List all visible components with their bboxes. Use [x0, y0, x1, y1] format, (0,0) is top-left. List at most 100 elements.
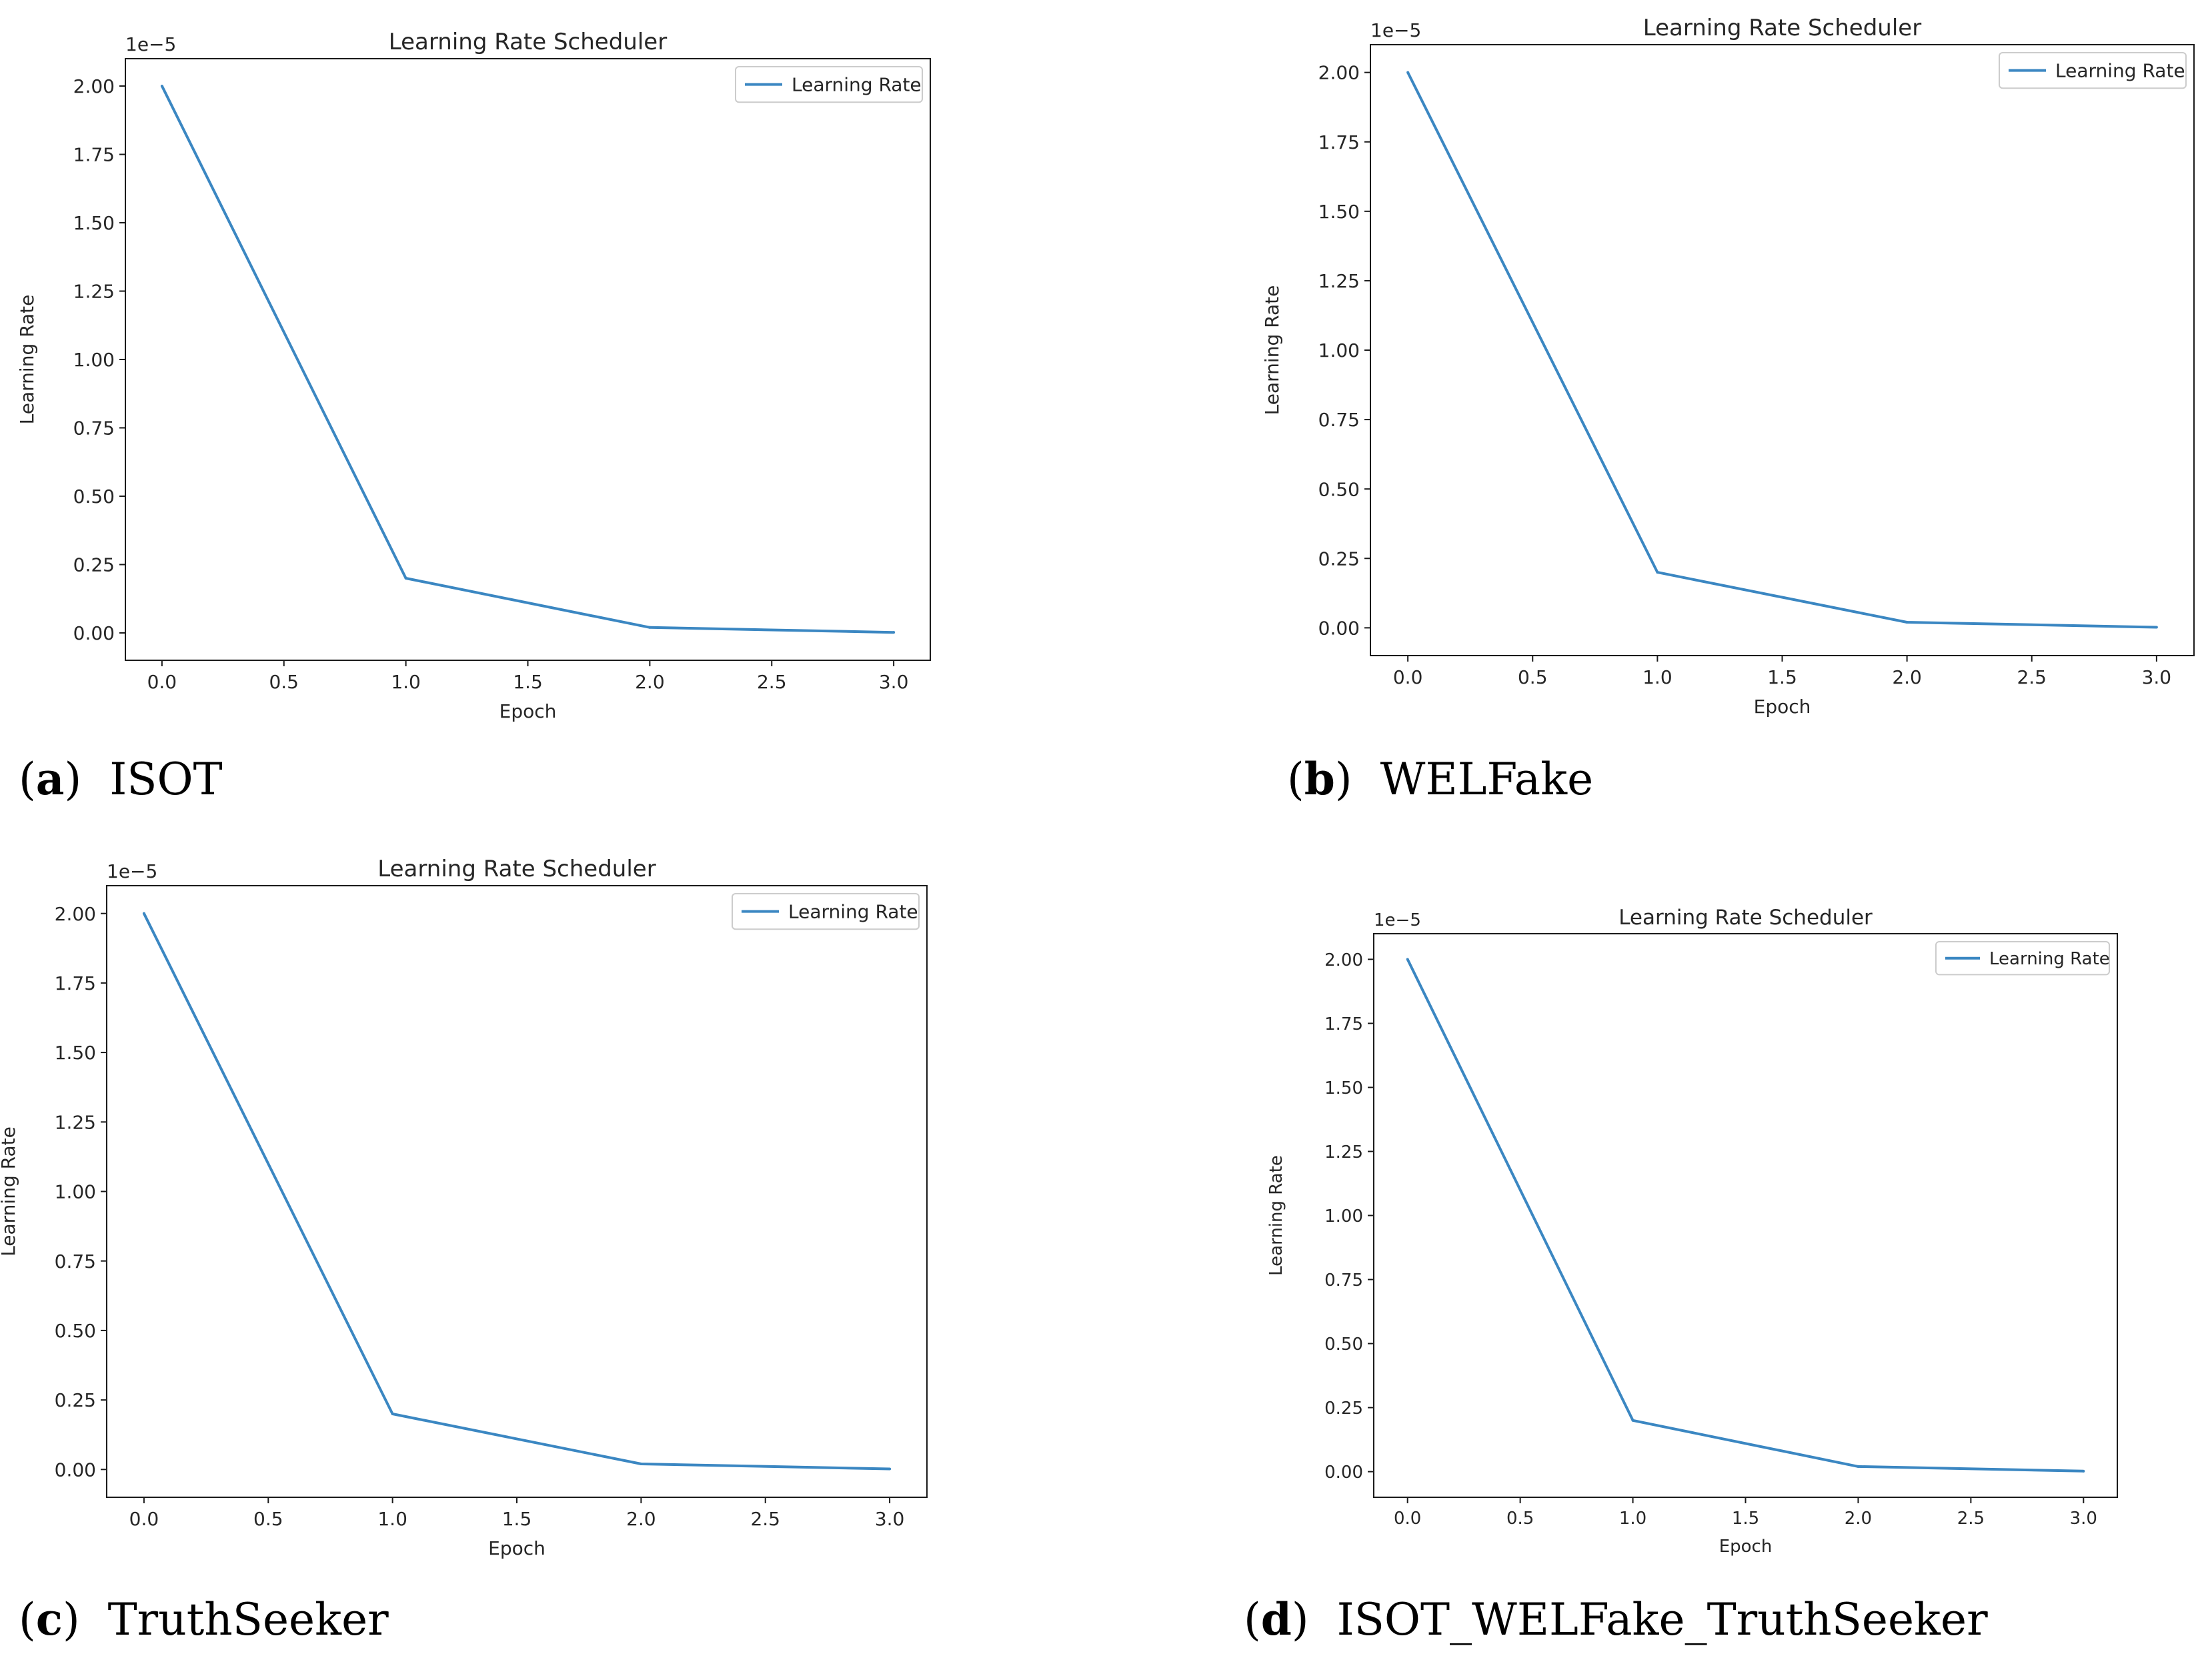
x-tick-label: 2.0: [1892, 666, 1922, 688]
caption-letter: b: [1304, 753, 1335, 805]
x-tick-label: 2.0: [1845, 1509, 1872, 1529]
y-tick-label: 2.00: [73, 75, 115, 97]
chart-title: Learning Rate Scheduler: [377, 856, 656, 882]
y-tick-label: 0.25: [1324, 1399, 1363, 1419]
x-tick-label: 0.0: [1393, 666, 1423, 688]
learning-rate-series-line: [1406, 71, 2157, 629]
x-tick-label: 1.0: [377, 1508, 407, 1530]
caption-letter: d: [1260, 1593, 1292, 1645]
chart-panel-welfake: 0.0 0.5 1.0 1.5 2.0 2.5 3.0 0.00 0.25 0.50 0.75 1.0…: [1234, 0, 2212, 734]
line-chart-combined: 0.0 0.5 1.0 1.5 2.0 2.5 3.0 0.00 0.25 0.50 0.75 1.0…: [1266, 906, 2118, 1557]
data-point: [888, 1467, 892, 1471]
data-point: [404, 577, 407, 580]
caption-letter: c: [35, 1593, 63, 1645]
y-tick-label: 1.50: [1324, 1078, 1363, 1098]
line-chart-welfake: 0.0 0.5 1.0 1.5 2.0 2.5 3.0 0.00 0.25 0.50 0.75 1.0…: [1261, 15, 2195, 718]
x-axis-label: Epoch: [499, 700, 557, 722]
data-point: [1406, 958, 1409, 961]
y-tick-label: 2.00: [1324, 950, 1363, 970]
legend-box: [732, 893, 920, 930]
chart-title: Learning Rate Scheduler: [1618, 906, 1873, 930]
plot-frame: [125, 58, 931, 661]
y-tick-label: 2.00: [1318, 62, 1360, 84]
x-tick-label: 1.5: [1732, 1509, 1759, 1529]
y-tick-label: 1.25: [73, 281, 115, 303]
y-tick-label: 0.75: [1324, 1271, 1363, 1291]
y-tick-label: 2.00: [55, 903, 96, 925]
chart-title: Learning Rate Scheduler: [389, 29, 667, 55]
x-axis-label: Epoch: [1754, 696, 1811, 718]
y-tick-label: 0.25: [55, 1389, 96, 1411]
y-offset-label: 1e−5: [1370, 19, 1421, 41]
y-tick-label: 0.75: [55, 1251, 96, 1273]
x-tick-label: 2.0: [626, 1508, 656, 1530]
y-tick-label: 1.75: [1324, 1014, 1363, 1034]
y-tick-label: 1.00: [73, 349, 115, 371]
caption-letter: a: [35, 753, 65, 805]
y-tick-label: 1.00: [55, 1181, 96, 1203]
chart-panel-combined: 0.0 0.5 1.0 1.5 2.0 2.5 3.0 0.00 0.25 0.50 0.75 1.0…: [1234, 894, 2212, 1581]
x-tick-label: 2.0: [635, 671, 665, 693]
legend-label: Learning Rate: [788, 901, 918, 923]
y-tick-label: 1.25: [1318, 270, 1360, 292]
y-tick-label: 1.50: [55, 1042, 96, 1064]
line-chart-isot: 0.0 0.5 1.0 1.5 2.0 2.5 3.0 0.00 0.25 0.50 0.75 1.0…: [16, 29, 931, 722]
y-tick-label: 0.75: [1318, 409, 1360, 431]
y-tick-label: 0.00: [1324, 1463, 1363, 1483]
y-tick-label: 0.00: [1318, 617, 1360, 639]
y-axis-label: Learning Rate: [1261, 285, 1283, 415]
learning-rate-series-line: [143, 912, 890, 1471]
plot-frame: [106, 885, 928, 1498]
learning-rate-series-line: [1406, 958, 2084, 1473]
caption-label: ISOT: [109, 754, 223, 805]
caption-welfake: (b) WELFake: [1287, 753, 1594, 805]
line-chart-truthseeker: 0.0 0.5 1.0 1.5 2.0 2.5 3.0 0.00 0.25 0.50 0.75 1.0…: [0, 856, 928, 1559]
x-tick-label: 0.5: [1518, 666, 1548, 688]
data-point: [892, 631, 896, 634]
data-point: [640, 1462, 643, 1465]
chart-panel-isot: 0.0 0.5 1.0 1.5 2.0 2.5 3.0 0.00 0.25 0.50 0.75 1.0…: [0, 0, 1000, 734]
y-tick-label: 1.50: [1318, 201, 1360, 223]
data-point: [648, 626, 652, 629]
x-tick-label: 3.0: [879, 671, 909, 693]
x-tick-label: 2.5: [2017, 666, 2047, 688]
x-axis-label: Epoch: [1719, 1537, 1773, 1557]
y-tick-label: 0.50: [55, 1320, 96, 1342]
y-tick-label: 1.50: [73, 212, 115, 234]
data-point: [1857, 1465, 1860, 1468]
y-tick-label: 1.75: [55, 972, 96, 994]
legend-box: [1999, 52, 2187, 89]
data-point: [1631, 1419, 1634, 1422]
legend-box: [735, 66, 923, 103]
x-tick-label: 2.5: [750, 1508, 780, 1530]
y-tick-label: 1.25: [1324, 1142, 1363, 1162]
legend-label: Learning Rate: [792, 74, 922, 96]
x-tick-label: 0.5: [269, 671, 299, 693]
y-tick-label: 1.25: [55, 1111, 96, 1133]
y-tick-label: 0.50: [73, 486, 115, 508]
y-tick-label: 1.00: [1318, 339, 1360, 361]
x-tick-label: 3.0: [2142, 666, 2172, 688]
caption-label: TruthSeeker: [107, 1594, 389, 1645]
y-offset-label: 1e−5: [107, 860, 157, 882]
caption-truthseeker: (c) TruthSeeker: [19, 1593, 389, 1645]
y-tick-label: 0.00: [73, 622, 115, 644]
data-point: [1905, 621, 1909, 624]
y-tick-label: 0.25: [1318, 548, 1360, 570]
data-point: [1656, 571, 1659, 574]
x-axis-label: Epoch: [488, 1537, 545, 1559]
data-point: [2155, 626, 2158, 629]
chart-panel-truthseeker: 0.0 0.5 1.0 1.5 2.0 2.5 3.0 0.00 0.25 0.50 0.75 1.0…: [0, 847, 1000, 1581]
legend-label: Learning Rate: [2055, 60, 2185, 82]
data-point: [142, 912, 145, 915]
legend-box: [1935, 941, 2110, 976]
x-tick-label: 1.0: [391, 671, 421, 693]
y-tick-label: 0.50: [1324, 1335, 1363, 1355]
x-tick-label: 1.0: [1619, 1509, 1646, 1529]
x-tick-label: 3.0: [2070, 1509, 2097, 1529]
y-offset-label: 1e−5: [125, 33, 176, 55]
caption-label: ISOT_WELFake_TruthSeeker: [1336, 1594, 1988, 1645]
caption-combined: (d) ISOT_WELFake_TruthSeeker: [1244, 1593, 1988, 1645]
y-tick-label: 0.75: [73, 418, 115, 440]
x-tick-label: 1.0: [1642, 666, 1673, 688]
